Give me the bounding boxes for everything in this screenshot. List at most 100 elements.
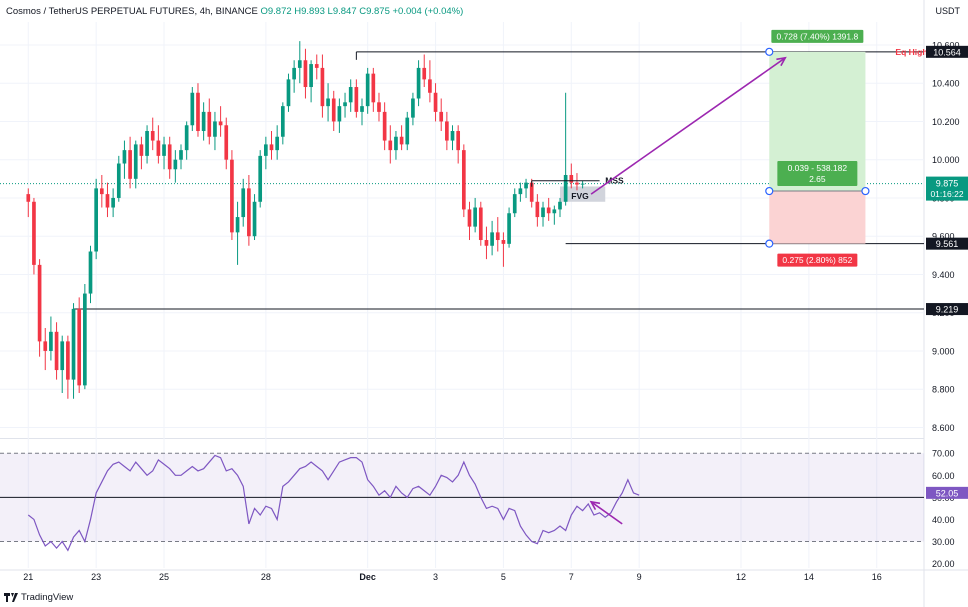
position-handle[interactable] bbox=[765, 47, 774, 56]
candle-body bbox=[507, 213, 511, 244]
candle-body bbox=[365, 73, 370, 107]
candle-body bbox=[348, 87, 353, 103]
symbol-header: Cosmos / TetherUS PERPETUAL FUTURES, 4h,… bbox=[6, 6, 463, 17]
candle-body bbox=[326, 98, 330, 107]
price-tick-label: 9.600 bbox=[932, 232, 955, 242]
candle-body bbox=[416, 67, 421, 99]
price-tick-label: 8.600 bbox=[932, 423, 955, 433]
candle-body bbox=[150, 131, 155, 141]
candle-body bbox=[258, 155, 263, 202]
price-tick-label: 8.800 bbox=[932, 385, 955, 395]
candle-body bbox=[552, 209, 557, 214]
candle-body bbox=[490, 232, 494, 246]
current-price-text: 9.875 bbox=[936, 179, 959, 189]
candle-body bbox=[331, 98, 336, 122]
level-price-tag-text: 9.219 bbox=[936, 305, 959, 315]
candle-body bbox=[162, 144, 166, 156]
candle-body bbox=[450, 131, 455, 141]
rsi-arrow[interactable] bbox=[590, 501, 623, 525]
candle-body bbox=[473, 207, 477, 227]
rsi-tick-label: 70.00 bbox=[932, 449, 955, 459]
candle-body bbox=[207, 111, 212, 137]
candle-body bbox=[484, 240, 489, 246]
candle-body bbox=[280, 106, 285, 137]
level-price-tag bbox=[926, 45, 968, 58]
rsi-series bbox=[27, 454, 640, 552]
candle-body bbox=[337, 106, 342, 122]
candle-body bbox=[371, 73, 376, 103]
candle-body bbox=[184, 125, 189, 151]
candle-body bbox=[445, 121, 449, 141]
candle-body bbox=[235, 217, 240, 233]
candle-body bbox=[71, 308, 76, 380]
fvg-box bbox=[559, 186, 606, 202]
candle-body bbox=[224, 125, 229, 160]
rsi-tick-label: 20.00 bbox=[932, 559, 955, 569]
candle-body bbox=[439, 111, 444, 122]
price-unit: USDT bbox=[935, 6, 961, 16]
candle-body bbox=[94, 188, 98, 252]
candle-body bbox=[388, 140, 393, 151]
position-handle[interactable] bbox=[861, 186, 870, 196]
candle-body bbox=[558, 201, 562, 210]
candle-body bbox=[428, 79, 432, 93]
candle-body bbox=[213, 121, 217, 137]
candle-body bbox=[303, 60, 308, 88]
candle-body bbox=[309, 64, 313, 88]
stop-zone[interactable] bbox=[769, 191, 866, 244]
candle-body bbox=[66, 341, 70, 380]
candle-body bbox=[122, 150, 127, 164]
target-label-text: 0.728 (7.40%) 1391.8 bbox=[776, 31, 858, 41]
candle-body bbox=[139, 144, 144, 156]
candle-body bbox=[411, 98, 415, 118]
price-tick-label: 9.000 bbox=[932, 346, 955, 356]
candle-body bbox=[105, 194, 110, 208]
rsi-value-text: 52.05 bbox=[936, 488, 959, 498]
position-handle[interactable] bbox=[765, 186, 774, 196]
projection-arrow[interactable] bbox=[590, 57, 786, 195]
time-tick-label: 21 bbox=[23, 572, 33, 582]
fvg-zone: FVG bbox=[559, 186, 606, 202]
candle-body bbox=[433, 92, 438, 112]
candle-body bbox=[575, 182, 579, 185]
rsi-line bbox=[27, 454, 640, 552]
ohlc-readout: O9.872 H9.893 L9.847 C9.875 +0.004 (+0.0… bbox=[260, 6, 464, 17]
candle-body bbox=[580, 183, 585, 185]
candle-body bbox=[541, 207, 545, 218]
tradingview-watermark: TradingView bbox=[4, 592, 73, 603]
price-axis[interactable]: 10.60010.40010.20010.0009.8009.6009.4009… bbox=[926, 40, 968, 569]
candle-body bbox=[563, 174, 568, 202]
candle-body bbox=[252, 201, 257, 237]
candle-body bbox=[99, 188, 104, 195]
projection-arrow-head bbox=[776, 56, 787, 67]
candle-body bbox=[49, 331, 53, 351]
candle-body bbox=[501, 240, 506, 244]
candle-body bbox=[529, 182, 534, 202]
time-tick-label: 25 bbox=[159, 572, 169, 582]
candle-body bbox=[111, 197, 115, 208]
candle-body bbox=[43, 341, 48, 351]
current-price-tag bbox=[926, 176, 968, 201]
candle-body bbox=[156, 140, 161, 156]
target-label-box bbox=[771, 29, 864, 43]
candle-body bbox=[133, 144, 138, 179]
candle-body bbox=[343, 102, 347, 107]
time-tick-label: 12 bbox=[736, 572, 746, 582]
position-handle[interactable] bbox=[765, 239, 774, 248]
rsi-value-tag bbox=[926, 486, 968, 499]
candle-body bbox=[179, 150, 183, 160]
entry-label-box bbox=[777, 161, 858, 187]
price-tick-label: 10.200 bbox=[932, 117, 960, 127]
candle-body bbox=[32, 201, 36, 265]
candle-body bbox=[201, 111, 206, 132]
rsi-arrow-head bbox=[589, 500, 601, 511]
candle-body bbox=[218, 121, 223, 126]
candle-body bbox=[286, 79, 291, 107]
time-axis[interactable]: 21 23 25 28 Dec 3 5 7 9 12 14 16 bbox=[23, 572, 881, 582]
candle-body bbox=[422, 67, 427, 80]
eq-highs-label: Eq Highs bbox=[895, 47, 932, 57]
entry-label-text-2: 2.65 bbox=[809, 174, 826, 184]
candle-body bbox=[461, 150, 466, 210]
